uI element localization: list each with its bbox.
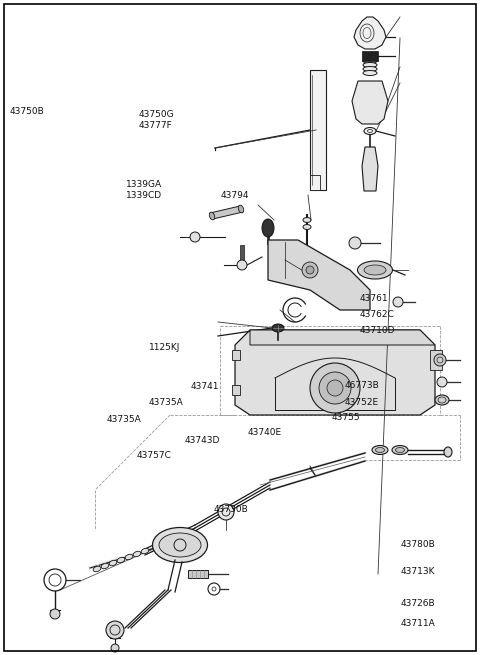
Text: 1125KJ: 1125KJ — [149, 343, 180, 352]
Circle shape — [319, 372, 351, 404]
Ellipse shape — [93, 567, 101, 572]
Polygon shape — [362, 147, 378, 191]
Polygon shape — [210, 206, 243, 219]
Bar — [232, 350, 240, 360]
Circle shape — [349, 237, 361, 249]
Text: 43743D: 43743D — [185, 436, 220, 445]
Ellipse shape — [109, 560, 117, 566]
Text: 43762C: 43762C — [360, 310, 395, 319]
Text: 43757C: 43757C — [137, 451, 172, 460]
Circle shape — [50, 609, 60, 619]
Ellipse shape — [238, 205, 244, 213]
Polygon shape — [310, 175, 320, 190]
Text: 43710D: 43710D — [360, 326, 396, 335]
Circle shape — [434, 354, 446, 366]
Ellipse shape — [375, 447, 384, 453]
Polygon shape — [310, 70, 326, 190]
Circle shape — [310, 363, 360, 413]
Polygon shape — [250, 330, 435, 345]
Ellipse shape — [363, 71, 377, 75]
Ellipse shape — [141, 548, 149, 553]
Circle shape — [306, 266, 314, 274]
Text: 46773B: 46773B — [345, 381, 379, 390]
Circle shape — [327, 380, 343, 396]
Circle shape — [218, 504, 234, 520]
Ellipse shape — [125, 554, 133, 560]
Circle shape — [190, 232, 200, 242]
Text: 43735A: 43735A — [149, 398, 183, 407]
Text: 43752E: 43752E — [345, 398, 379, 407]
Polygon shape — [235, 330, 435, 415]
Polygon shape — [268, 240, 370, 310]
Text: 1339CD: 1339CD — [126, 191, 162, 200]
Ellipse shape — [363, 62, 377, 67]
Circle shape — [106, 621, 124, 639]
Text: 43780B: 43780B — [401, 540, 435, 550]
Ellipse shape — [303, 225, 311, 229]
Ellipse shape — [209, 212, 215, 220]
Text: 43711A: 43711A — [401, 619, 435, 628]
Circle shape — [437, 377, 447, 387]
Ellipse shape — [101, 563, 109, 569]
Ellipse shape — [363, 67, 377, 71]
Bar — [232, 385, 240, 395]
Text: 43750G: 43750G — [138, 110, 174, 119]
Ellipse shape — [133, 552, 141, 557]
Bar — [240, 245, 244, 263]
Ellipse shape — [396, 447, 405, 453]
Text: 43755: 43755 — [331, 413, 360, 422]
Text: 43730B: 43730B — [214, 505, 248, 514]
Ellipse shape — [363, 58, 377, 64]
Text: 43777F: 43777F — [138, 121, 172, 130]
Ellipse shape — [358, 261, 393, 279]
Ellipse shape — [444, 447, 452, 457]
Circle shape — [111, 644, 119, 652]
Ellipse shape — [159, 533, 201, 557]
Polygon shape — [354, 17, 386, 49]
Ellipse shape — [117, 557, 125, 563]
Bar — [362, 51, 378, 61]
Ellipse shape — [435, 395, 449, 405]
Text: 43726B: 43726B — [401, 599, 435, 608]
Ellipse shape — [392, 445, 408, 455]
Ellipse shape — [364, 265, 386, 275]
Ellipse shape — [153, 527, 207, 563]
Text: 43735A: 43735A — [107, 415, 141, 424]
Bar — [430, 350, 442, 370]
Bar — [188, 570, 208, 578]
Ellipse shape — [372, 445, 388, 455]
Text: 43740E: 43740E — [247, 428, 281, 437]
Text: 43794: 43794 — [221, 191, 249, 200]
Ellipse shape — [262, 219, 274, 237]
Ellipse shape — [303, 217, 311, 223]
Text: 43713K: 43713K — [401, 567, 435, 576]
Text: 43741: 43741 — [191, 382, 219, 391]
Ellipse shape — [364, 128, 376, 134]
Circle shape — [237, 260, 247, 270]
Text: 43750B: 43750B — [10, 107, 44, 116]
Circle shape — [302, 262, 318, 278]
Ellipse shape — [272, 324, 284, 332]
Text: 43761: 43761 — [360, 293, 389, 303]
Text: 1339GA: 1339GA — [126, 180, 162, 189]
Circle shape — [393, 297, 403, 307]
Polygon shape — [352, 81, 388, 124]
